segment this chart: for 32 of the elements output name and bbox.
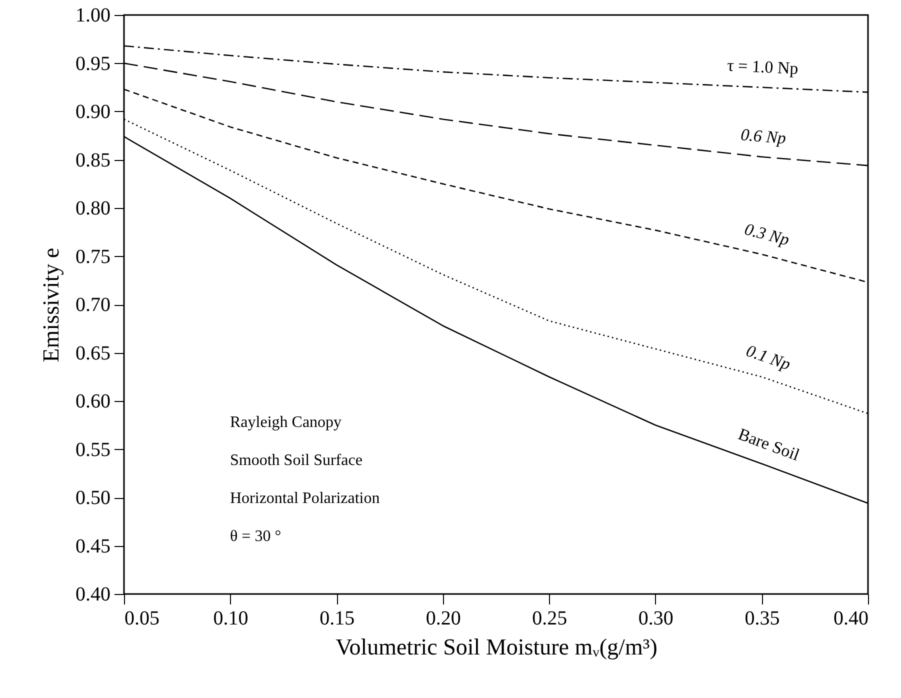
x-tick-label: 0.15: [320, 608, 355, 630]
x-tick-label: 0.10: [213, 608, 248, 630]
x-tick-label: 0.20: [426, 608, 461, 630]
annotation: Smooth Soil Surface: [230, 452, 362, 469]
y-tick-label: 0.40: [76, 584, 110, 606]
y-tick-label: 0.75: [76, 246, 110, 268]
text: 0.1 Np: [744, 341, 793, 374]
x-tick-label: 0.30: [638, 608, 674, 630]
series-label: τ = 1.0 Np: [726, 56, 799, 78]
y-tick-label: 0.50: [76, 487, 110, 509]
y-tick-label: 0.55: [76, 438, 110, 461]
y-tick-label: 1.00: [76, 4, 110, 26]
series-label: 0.6 Np: [740, 125, 787, 148]
annotation: Rayleigh Canopy: [230, 414, 342, 431]
y-tick-label: 0.70: [76, 294, 110, 316]
y-tick-label: 0.90: [76, 101, 110, 123]
x-tick-label: 0.25: [532, 608, 568, 630]
y-tick-label: 0.95: [76, 52, 110, 75]
x-tick-label: 0.40: [834, 608, 868, 630]
text: Bare Soil: [736, 424, 802, 465]
x-axis-title: Volumetric Soil Moisture mᵥ(g/m³): [336, 634, 658, 660]
text: 0.3 Np: [742, 220, 792, 250]
annotation: Horizontal Polarization: [230, 490, 380, 507]
x-tick-label: 0.35: [744, 608, 780, 630]
annotation: θ = 30 °: [230, 528, 282, 545]
y-tick-label: 0.45: [76, 535, 110, 558]
y-axis-title: Emissivity e: [38, 248, 64, 362]
x-tick-label: 0.05: [124, 608, 160, 630]
y-tick-label: 0.60: [76, 390, 110, 412]
y-tick-label: 0.85: [76, 149, 110, 172]
y-tick-label: 0.80: [76, 198, 110, 220]
y-tick-label: 0.65: [76, 342, 110, 364]
